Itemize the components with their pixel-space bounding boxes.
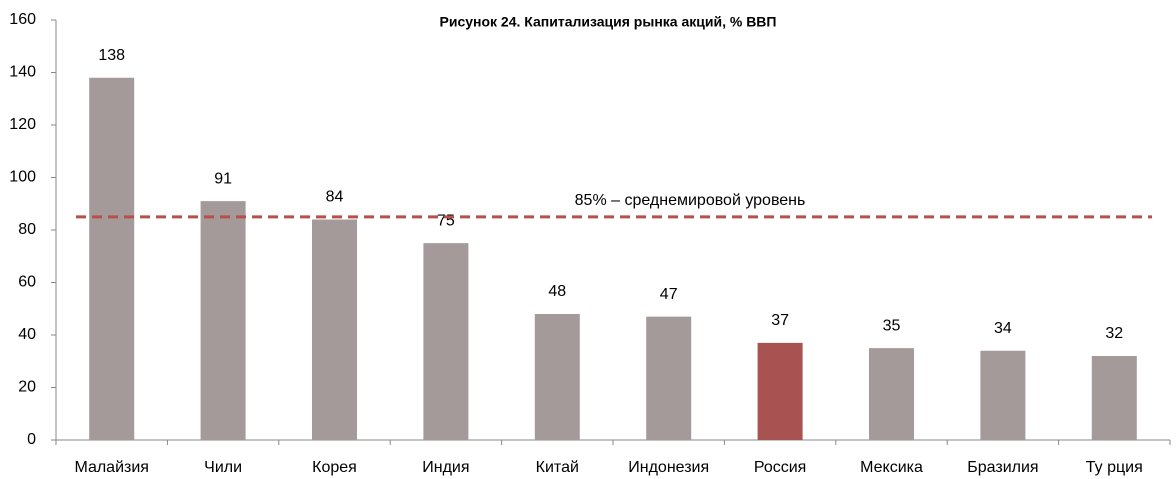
value-label: 34 [994, 320, 1012, 337]
reference-label: 85% – среднемировой уровень [575, 192, 806, 209]
value-label: 37 [771, 312, 789, 329]
x-tick-label: Ту рция [1086, 459, 1143, 476]
x-tick-label: Индонезия [628, 459, 709, 476]
value-label: 48 [548, 283, 566, 300]
value-label: 84 [326, 189, 344, 206]
value-label: 47 [660, 286, 678, 303]
bar [646, 316, 692, 440]
bar [869, 348, 914, 440]
value-label: 35 [883, 317, 901, 334]
bar [980, 350, 1026, 440]
value-label: 75 [437, 212, 455, 229]
y-tick-label: 100 [9, 169, 36, 186]
x-tick-label: Китай [536, 459, 579, 476]
bar [312, 219, 357, 440]
x-tick-label: Корея [312, 459, 357, 476]
x-tick-label: Чили [204, 459, 242, 476]
bar [534, 314, 580, 440]
y-tick-label: 140 [9, 64, 36, 81]
y-tick-label: 160 [9, 11, 36, 28]
value-label: 138 [98, 47, 125, 64]
chart-title: Рисунок 24. Капитализация рынка акций, %… [440, 14, 777, 30]
bar [757, 342, 803, 440]
bar [1091, 356, 1137, 440]
bar [89, 77, 135, 440]
y-tick-label: 20 [18, 379, 36, 396]
x-tick-label: Малайзия [74, 459, 149, 476]
y-tick-label: 0 [27, 431, 36, 448]
y-tick-label: 60 [18, 274, 36, 291]
bar [423, 243, 469, 440]
x-tick-label: Бразилия [967, 459, 1038, 476]
value-label: 91 [214, 170, 232, 187]
x-tick-label: Индия [422, 459, 469, 476]
y-tick-label: 120 [9, 116, 36, 133]
x-tick-label: Россия [754, 459, 806, 476]
y-tick-label: 40 [18, 326, 36, 343]
x-tick-label: Мексика [860, 459, 923, 476]
y-tick-label: 80 [18, 221, 36, 238]
value-label: 32 [1105, 325, 1123, 342]
bar [200, 201, 246, 440]
